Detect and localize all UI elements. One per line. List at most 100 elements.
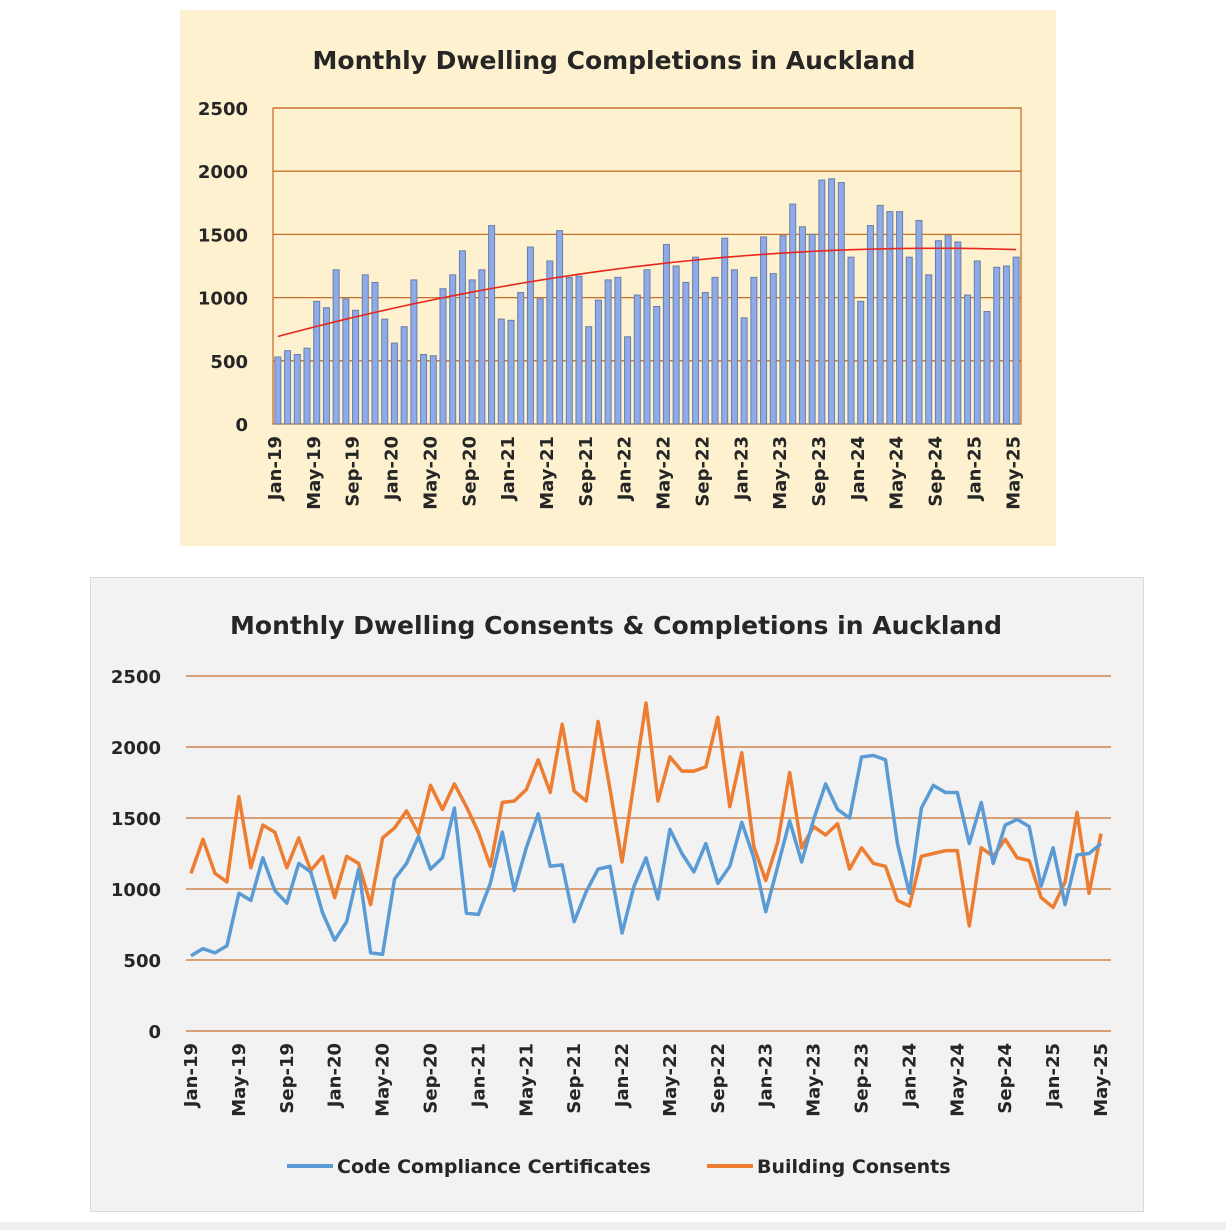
completions-chart: Monthly Dwelling Completions in Auckland…: [180, 10, 1056, 546]
bar: [837, 182, 845, 425]
x-tick-label: Jan-21: [498, 436, 519, 502]
x-tick-label: May-23: [770, 436, 791, 510]
bar: [672, 265, 680, 425]
bar: [594, 299, 602, 425]
bar: [944, 235, 952, 425]
y-tick-label: 2000: [111, 738, 161, 759]
x-tick-label: Sep-24: [995, 1043, 1016, 1114]
bar: [371, 281, 379, 425]
consents-chart-svg: Monthly Dwelling Consents & Completions …: [111, 611, 1112, 1178]
x-tick-label: May-21: [537, 436, 558, 510]
x-tick-label: May-23: [804, 1043, 825, 1117]
x-tick-label: Sep-23: [852, 1043, 873, 1114]
x-tick-label: May-20: [420, 436, 441, 510]
x-tick-label: Jan-24: [899, 1043, 920, 1109]
bar: [614, 276, 622, 425]
bar: [322, 307, 330, 425]
bar: [760, 236, 768, 425]
x-tick-label: Sep-24: [926, 436, 947, 507]
bar: [439, 288, 447, 425]
chart-title: Monthly Dwelling Completions in Auckland: [313, 46, 916, 75]
x-tick-label: Sep-20: [420, 1043, 441, 1114]
x-tick-label: Sep-19: [343, 436, 364, 507]
completions-chart-svg: Monthly Dwelling Completions in Auckland…: [198, 46, 1024, 510]
bar: [818, 179, 826, 425]
x-tick-label: Jan-19: [181, 1043, 202, 1109]
bar: [449, 274, 457, 425]
consents-completions-chart: Monthly Dwelling Consents & Completions …: [90, 577, 1144, 1212]
legend: Code Compliance Certificates Building Co…: [287, 1156, 951, 1178]
x-tick-label: Jan-25: [1043, 1043, 1064, 1109]
bar: [1012, 256, 1020, 425]
y-tick-label: 2500: [198, 99, 248, 120]
bar: [274, 356, 282, 425]
bar: [585, 326, 593, 425]
bar: [866, 225, 874, 425]
y-tick-label: 500: [123, 951, 161, 972]
bar: [964, 294, 972, 425]
x-tick-label: Jan-22: [612, 1043, 633, 1109]
legend-label-consents: Building Consents: [757, 1156, 951, 1178]
chart-title: Monthly Dwelling Consents & Completions …: [230, 611, 1002, 640]
bar: [779, 235, 787, 425]
bar: [293, 353, 301, 425]
y-tick-label: 2000: [198, 162, 248, 183]
trendline: [277, 247, 1017, 338]
x-tick-label: Jan-19: [265, 436, 286, 502]
bar: [517, 292, 525, 425]
x-tick-label: May-25: [1003, 436, 1024, 510]
bar: [381, 318, 389, 425]
bar: [526, 246, 534, 425]
bar: [886, 211, 894, 425]
bar: [905, 256, 913, 425]
x-tick-label: May-24: [887, 436, 908, 510]
x-tick-label: May-22: [654, 436, 675, 510]
x-tick-label: Jan-20: [382, 436, 403, 502]
bar: [915, 219, 923, 425]
legend-label-ccc: Code Compliance Certificates: [337, 1156, 651, 1178]
x-tick-label: Sep-19: [277, 1043, 298, 1114]
x-tick-label: Jan-23: [731, 436, 752, 502]
x-tick-label: May-19: [304, 436, 325, 510]
bar: [847, 256, 855, 425]
bar: [711, 276, 719, 425]
x-tick-label: Jan-22: [615, 436, 636, 502]
bar: [478, 269, 486, 425]
bar: [925, 274, 933, 425]
y-tick-label: 2500: [111, 667, 161, 688]
x-tick-label: Sep-22: [708, 1043, 729, 1114]
bar: [536, 298, 544, 425]
bar: [546, 260, 554, 425]
x-tick-label: Sep-21: [576, 436, 597, 507]
bar: [488, 225, 496, 425]
bar: [410, 279, 418, 425]
x-tick-label: May-25: [1091, 1043, 1112, 1117]
bar: [876, 204, 884, 425]
y-tick-label: 1000: [198, 289, 248, 310]
bar: [798, 226, 806, 425]
bar: [692, 256, 700, 425]
bar: [954, 241, 962, 425]
bar: [730, 269, 738, 425]
bar: [934, 240, 942, 425]
bar: [342, 298, 350, 425]
x-tick-label: Sep-23: [809, 436, 830, 507]
bar: [643, 269, 651, 425]
x-tick-label: May-21: [516, 1043, 537, 1117]
bar: [497, 318, 505, 425]
bar: [390, 342, 398, 425]
bar: [284, 350, 292, 425]
bottom-strip: [0, 1222, 1226, 1230]
bar: [750, 276, 758, 425]
bar: [458, 250, 466, 425]
bar: [789, 203, 797, 425]
x-tick-label: Jan-24: [848, 436, 869, 502]
bar: [303, 347, 311, 425]
bar: [740, 317, 748, 425]
y-tick-label: 500: [210, 352, 248, 373]
bar: [701, 292, 709, 425]
bar: [983, 311, 991, 425]
x-tick-label: May-24: [947, 1043, 968, 1117]
bar: [400, 326, 408, 425]
x-tick-label: Sep-22: [692, 436, 713, 507]
